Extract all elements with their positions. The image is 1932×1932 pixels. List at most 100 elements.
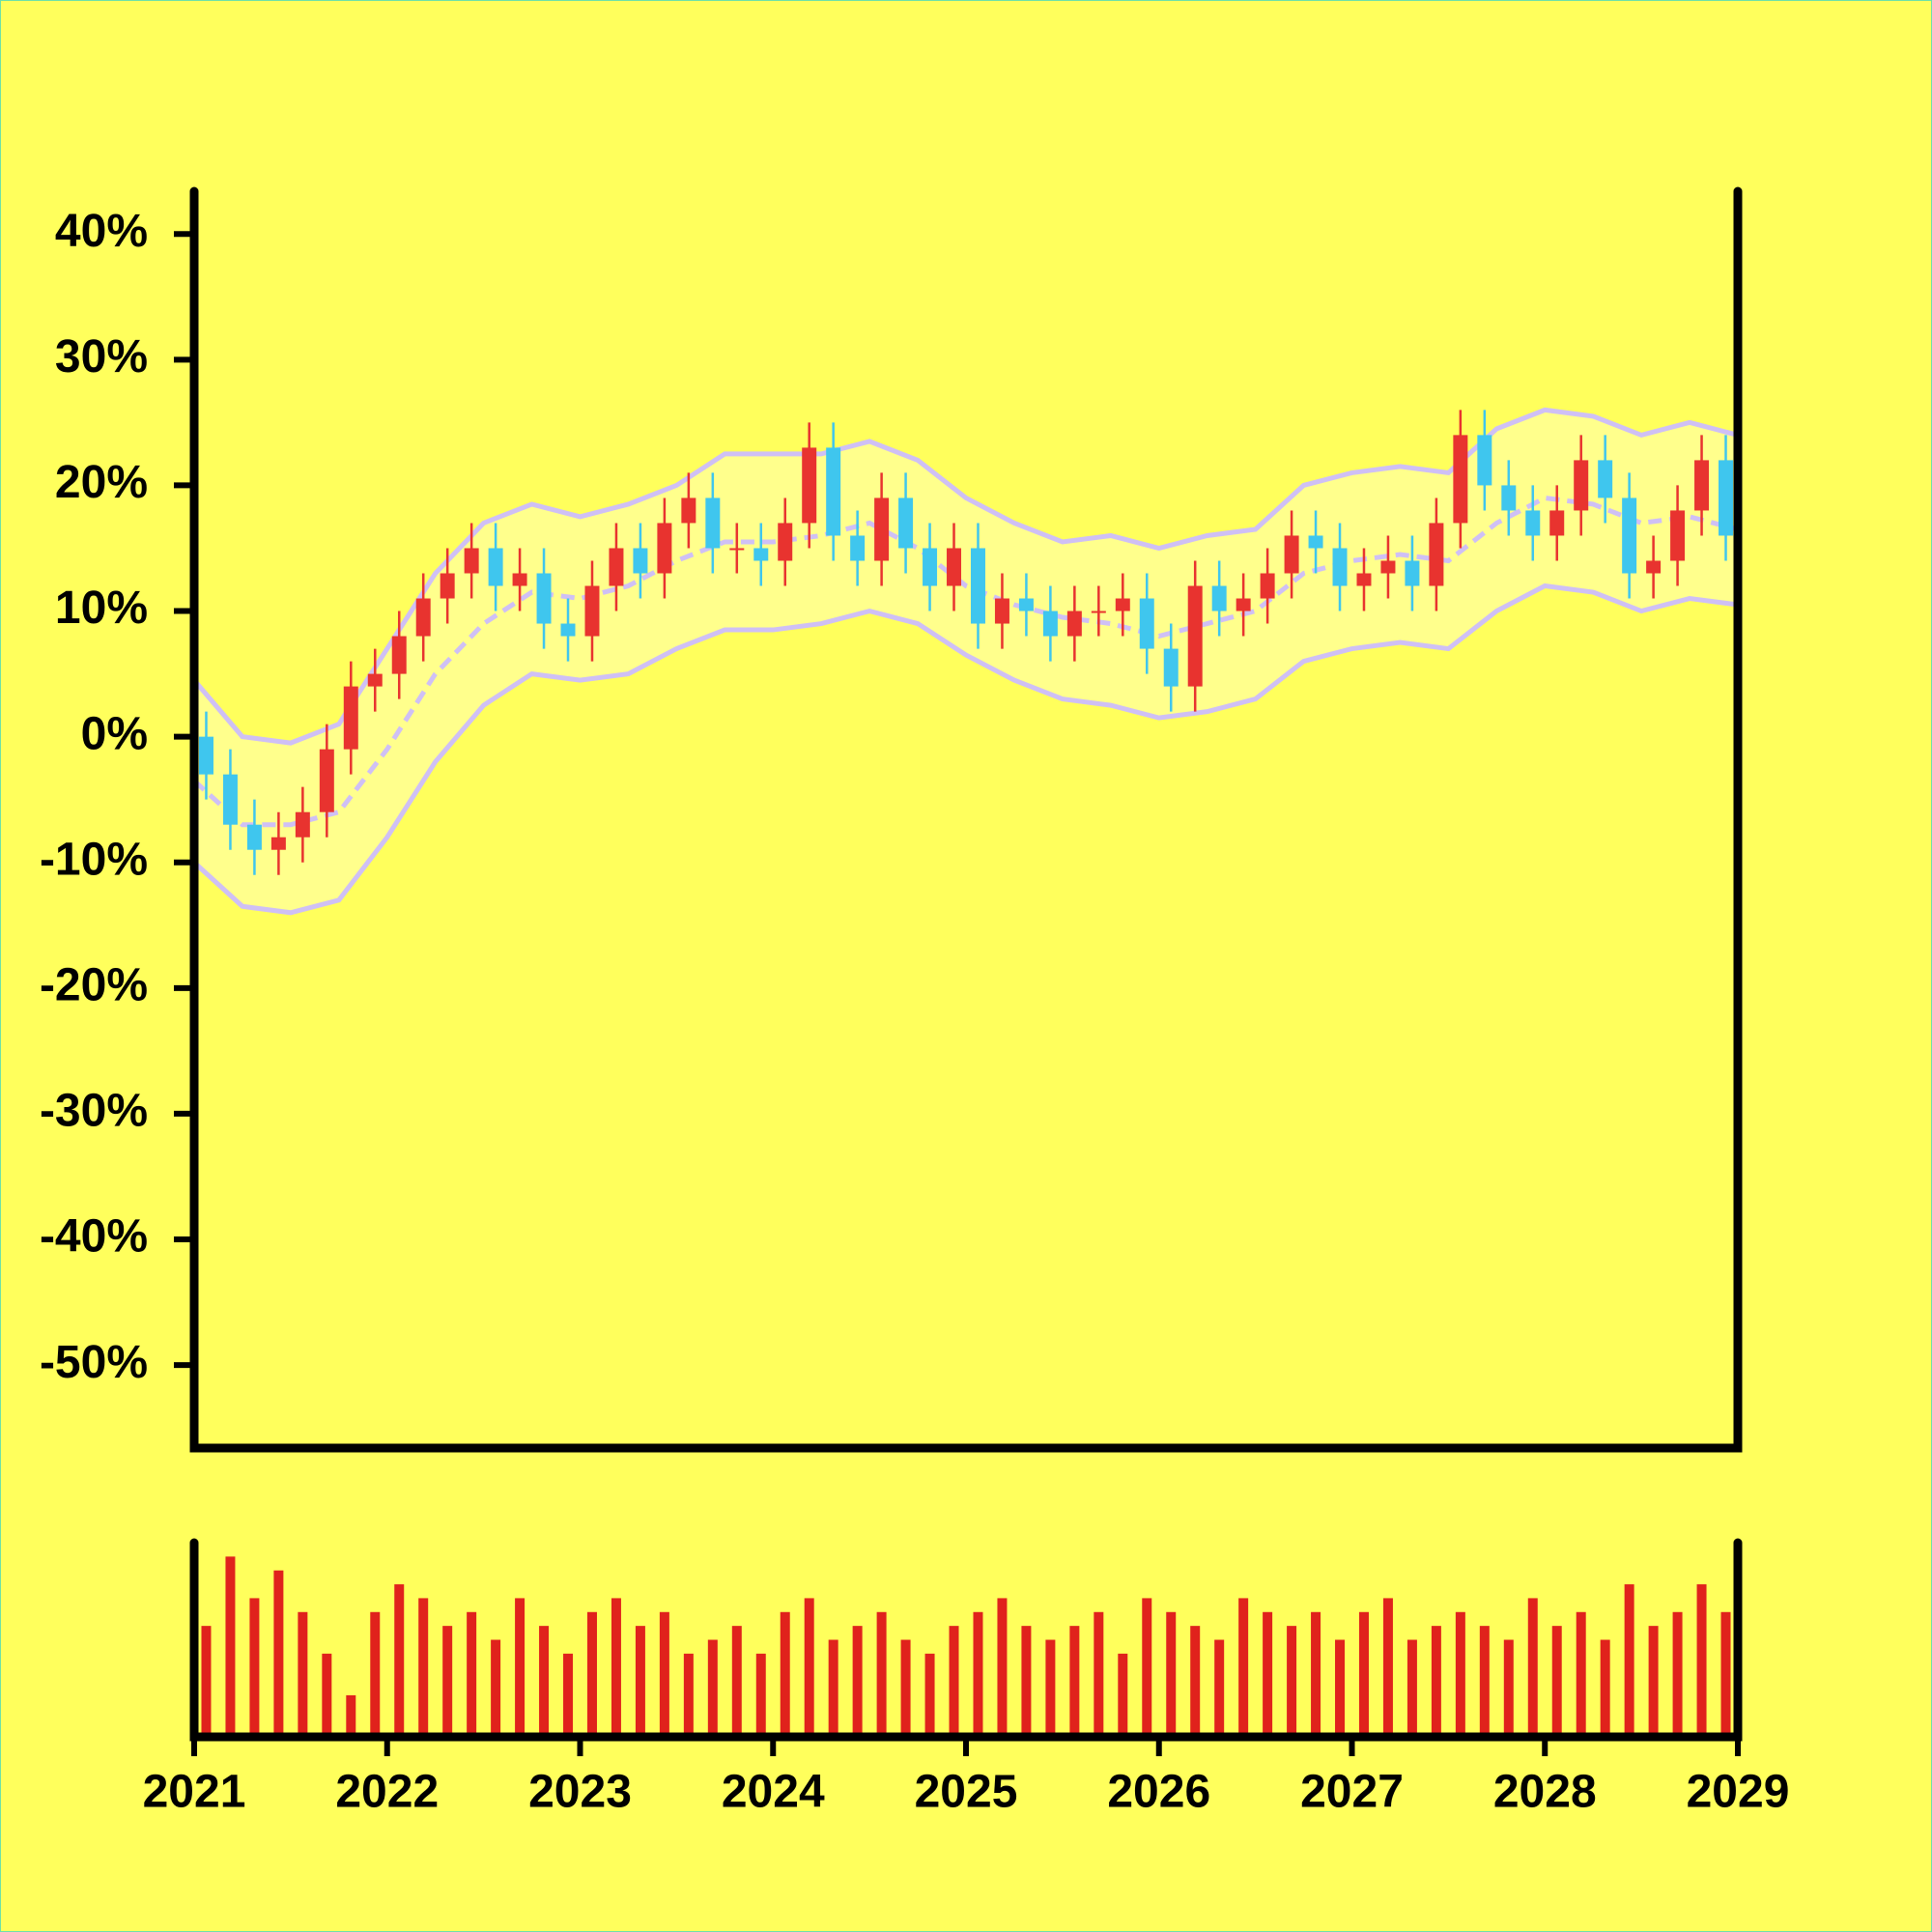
volume-bar [1142, 1598, 1152, 1737]
volume-bar [852, 1626, 863, 1737]
volume-bar [876, 1611, 887, 1737]
candle-body [1405, 560, 1420, 586]
candle-body [1042, 611, 1058, 637]
volume-bar [1190, 1626, 1201, 1737]
volume-bar [1094, 1611, 1104, 1737]
candle-body [1236, 598, 1251, 611]
volume-bar [780, 1611, 790, 1737]
candle-body [802, 447, 817, 524]
volume-bar [1311, 1611, 1321, 1737]
x-tick-label: 2021 [143, 1767, 246, 1818]
x-tick-label: 2029 [1687, 1767, 1790, 1818]
x-tick-label: 2022 [335, 1767, 439, 1818]
candle-body [633, 548, 648, 574]
volume-bar [394, 1584, 405, 1737]
candle-body [1549, 510, 1565, 536]
x-tick-label: 2023 [528, 1767, 632, 1818]
volume-bar [1696, 1584, 1707, 1737]
volume-bar [1527, 1598, 1538, 1737]
candle-body [1477, 435, 1492, 486]
candle-body [1091, 611, 1106, 613]
candle-body [560, 623, 576, 637]
volume-bar [1479, 1626, 1490, 1737]
volume-bar [1287, 1626, 1297, 1737]
x-tick-label: 2026 [1107, 1767, 1210, 1818]
candle-body [609, 548, 624, 586]
volume-bar [346, 1694, 356, 1737]
volume-bar [755, 1653, 766, 1737]
y-tick-label: -10% [40, 834, 148, 885]
volume-bar [442, 1626, 453, 1737]
volume-bar [515, 1598, 526, 1737]
volume-bar [370, 1611, 381, 1737]
volume-bar [1358, 1611, 1369, 1737]
candle-body [1622, 497, 1637, 574]
x-tick-label: 2027 [1300, 1767, 1404, 1818]
candle-body [1694, 460, 1710, 511]
volume-bar [804, 1598, 814, 1737]
y-tick-label: -40% [40, 1211, 148, 1263]
candle-body [1284, 535, 1299, 574]
candle-body [198, 736, 213, 775]
volume-bar [249, 1598, 260, 1737]
volume-bar [1021, 1626, 1032, 1737]
candle-body [512, 573, 527, 586]
volume-bar [1576, 1611, 1586, 1737]
volume-bar [1382, 1598, 1393, 1737]
volume-bar [1648, 1626, 1659, 1737]
volume-bar [1720, 1611, 1731, 1737]
candle-body [1719, 460, 1734, 536]
candle-body [1139, 598, 1154, 649]
volume-bar [273, 1570, 284, 1737]
candle-body [1018, 598, 1034, 611]
volume-bar [1335, 1639, 1346, 1737]
candle-body [536, 573, 552, 624]
volume-bar [949, 1626, 959, 1737]
candle-body [584, 585, 600, 637]
price-axes [189, 186, 1743, 1453]
candle-body [1187, 585, 1203, 687]
x-tick-label: 2028 [1493, 1767, 1597, 1818]
volume-bar [997, 1598, 1008, 1737]
candle-body [367, 673, 383, 687]
candle-body [1501, 485, 1517, 511]
candle-body [705, 497, 721, 549]
volume-bar [225, 1556, 236, 1737]
y-tick-label: -20% [40, 960, 148, 1011]
volume-bar [298, 1611, 308, 1737]
volume-axes [189, 1538, 1743, 1742]
volume-bar [322, 1653, 332, 1737]
y-tick-label: 20% [55, 457, 148, 508]
candle-body [488, 548, 503, 586]
candle-body [1163, 648, 1179, 687]
candle-body [1646, 560, 1662, 574]
candle-body [319, 749, 334, 812]
band-middle [192, 495, 1739, 828]
volume-bar [1672, 1611, 1683, 1737]
band-lower [192, 582, 1739, 916]
volume-bar [900, 1639, 911, 1737]
volume-bar [1118, 1653, 1128, 1737]
candle-body [898, 497, 914, 549]
y-tick-label: 30% [55, 331, 148, 383]
volume-bar [731, 1626, 742, 1737]
x-tick-label: 2025 [915, 1767, 1018, 1818]
candle-body [850, 535, 866, 561]
volume-bar [539, 1626, 550, 1737]
candle-body [753, 548, 769, 561]
volume-bar [1238, 1598, 1249, 1737]
volume-bar [563, 1653, 574, 1737]
candle-body [970, 548, 985, 624]
candle-body [222, 774, 238, 825]
volume-bar [1214, 1639, 1225, 1737]
volume-bar [467, 1611, 477, 1737]
candle-body [1429, 523, 1444, 586]
plot-area [174, 231, 1741, 1756]
volume-bar [1503, 1639, 1514, 1737]
candle-body [994, 598, 1009, 624]
volume-bar [924, 1653, 935, 1737]
y-tick-label: 10% [55, 582, 148, 634]
volume-bar [1406, 1639, 1417, 1737]
volume-bar [586, 1611, 597, 1737]
volume-bar [1045, 1639, 1056, 1737]
